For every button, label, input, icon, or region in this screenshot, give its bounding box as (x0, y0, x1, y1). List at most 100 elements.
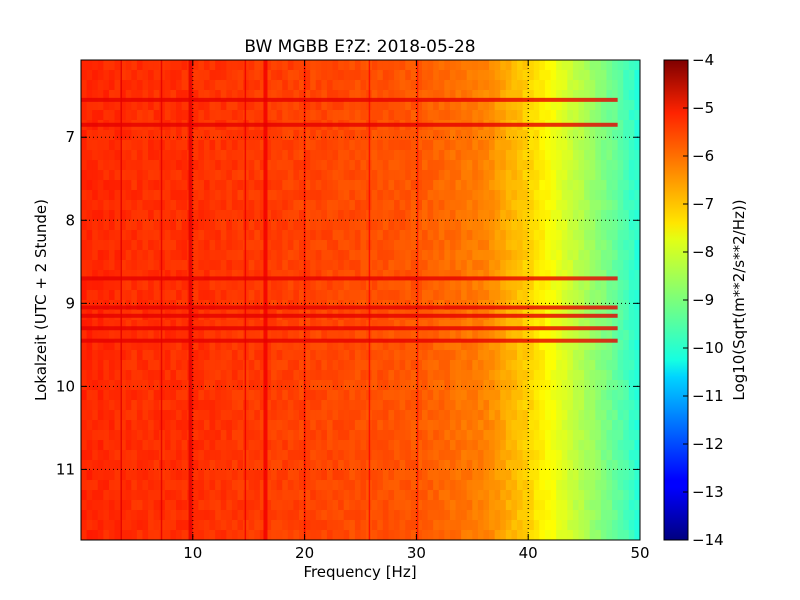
heat-cell (477, 460, 485, 471)
heat-cell (483, 320, 490, 331)
heat-cell (176, 420, 183, 431)
heat-cell (433, 260, 440, 271)
heat-cell (606, 350, 613, 361)
heat-cell (494, 250, 501, 261)
heat-cell (494, 160, 501, 171)
heat-cell (170, 400, 177, 411)
heat-cell (528, 280, 535, 291)
heat-cell (209, 160, 216, 171)
heat-cell (120, 280, 127, 291)
heat-cell (483, 280, 490, 291)
heat-cell (338, 390, 345, 401)
heat-cell (349, 330, 356, 341)
heat-cell (203, 250, 211, 261)
heat-cell (606, 140, 613, 151)
heat-cell (215, 70, 222, 81)
heat-cell (550, 330, 557, 341)
heat-cell (438, 160, 445, 171)
heat-cell (321, 70, 328, 81)
heat-cell (226, 290, 233, 301)
heat-cell (192, 60, 199, 71)
heat-cell (142, 450, 149, 461)
heat-cell (567, 220, 574, 231)
heat-cell (556, 250, 563, 261)
heat-cell (120, 140, 127, 151)
heat-cell (114, 90, 121, 101)
heat-cell (489, 300, 496, 311)
heat-cell (86, 90, 93, 101)
heat-cell (136, 460, 144, 471)
heat-cell (142, 90, 149, 101)
heat-cell (371, 280, 378, 291)
heat-cell (86, 360, 93, 371)
heat-cell (427, 510, 434, 521)
heat-cell (120, 480, 127, 491)
heat-cell (382, 340, 390, 351)
heat-cell (416, 300, 423, 311)
heat-cell (572, 180, 580, 191)
heat-cell (220, 420, 227, 431)
heat-cell (394, 100, 401, 111)
heat-cell (243, 130, 250, 141)
heat-cell (489, 480, 496, 491)
heat-cell (612, 270, 619, 281)
heat-cell (271, 400, 278, 411)
heat-cell (315, 410, 322, 421)
heat-cell (321, 240, 328, 251)
heat-cell (259, 480, 267, 491)
heat-cell (421, 370, 429, 381)
heat-cell (522, 380, 529, 391)
heat-cell (561, 90, 568, 101)
heat-cell (489, 270, 496, 281)
heat-cell (405, 480, 412, 491)
heat-cell (477, 190, 485, 201)
heat-cell (483, 330, 490, 341)
heat-cell (489, 330, 496, 341)
heat-cell (108, 370, 116, 381)
heat-cell (131, 200, 138, 211)
heat-cell (92, 350, 99, 361)
heat-cell (343, 350, 350, 361)
heat-cell (505, 330, 513, 341)
heat-cell (394, 490, 401, 501)
heat-cell (136, 480, 144, 491)
heat-cell (136, 230, 144, 241)
heat-cell (578, 180, 585, 191)
heat-cell (489, 440, 496, 451)
heat-cell (489, 450, 496, 461)
heat-cell (399, 510, 406, 521)
heat-cell (310, 210, 317, 221)
heat-cell (589, 330, 596, 341)
heat-cell (544, 70, 552, 81)
heat-cell (477, 390, 485, 401)
heat-cell (136, 420, 144, 431)
heat-cell (332, 180, 339, 191)
heat-cell (522, 280, 529, 291)
heat-cell (600, 60, 608, 71)
heat-cell (237, 530, 244, 540)
heat-cell (265, 250, 272, 261)
heat-cell (517, 450, 524, 461)
heat-cell (427, 250, 434, 261)
heat-cell (416, 330, 423, 341)
heat-cell (354, 460, 362, 471)
heat-cell (360, 190, 367, 201)
heat-cell (517, 510, 524, 521)
heat-cell (299, 530, 306, 540)
heat-cell (114, 420, 121, 431)
heat-cell (92, 60, 99, 71)
heat-cell (455, 270, 462, 281)
heat-cell (466, 460, 473, 471)
heat-cell (276, 460, 283, 471)
heat-cell (421, 400, 429, 411)
heat-cell (477, 90, 485, 101)
heat-cell (433, 200, 440, 211)
heat-cell (254, 520, 261, 531)
heat-cell (377, 220, 384, 231)
heat-cell (181, 110, 188, 121)
heat-cell (528, 520, 535, 531)
heat-cell (578, 100, 585, 111)
heat-cell (539, 130, 546, 141)
heat-cell (321, 420, 328, 431)
heat-cell (388, 300, 395, 311)
